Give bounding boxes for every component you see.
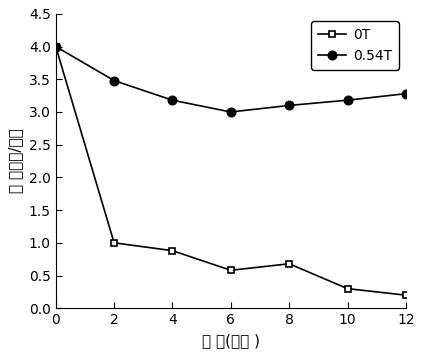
0T xyxy=(112,241,117,245)
0.54T xyxy=(345,98,350,102)
0T xyxy=(170,248,175,253)
0.54T xyxy=(112,78,117,83)
0T xyxy=(53,44,58,49)
Line: 0T: 0T xyxy=(52,43,409,299)
0.54T xyxy=(53,44,58,49)
Y-axis label: 浓 度（克/升）: 浓 度（克/升） xyxy=(8,129,23,193)
0.54T xyxy=(287,103,292,108)
0.54T xyxy=(403,91,408,96)
Line: 0.54T: 0.54T xyxy=(52,42,410,116)
0T xyxy=(345,287,350,291)
0.54T xyxy=(170,98,175,102)
0T xyxy=(403,293,408,297)
0T xyxy=(228,268,233,272)
Legend: 0T, 0.54T: 0T, 0.54T xyxy=(311,21,399,70)
X-axis label: 时 间(小时 ): 时 间(小时 ) xyxy=(202,333,260,348)
0.54T xyxy=(228,110,233,114)
0T xyxy=(287,262,292,266)
